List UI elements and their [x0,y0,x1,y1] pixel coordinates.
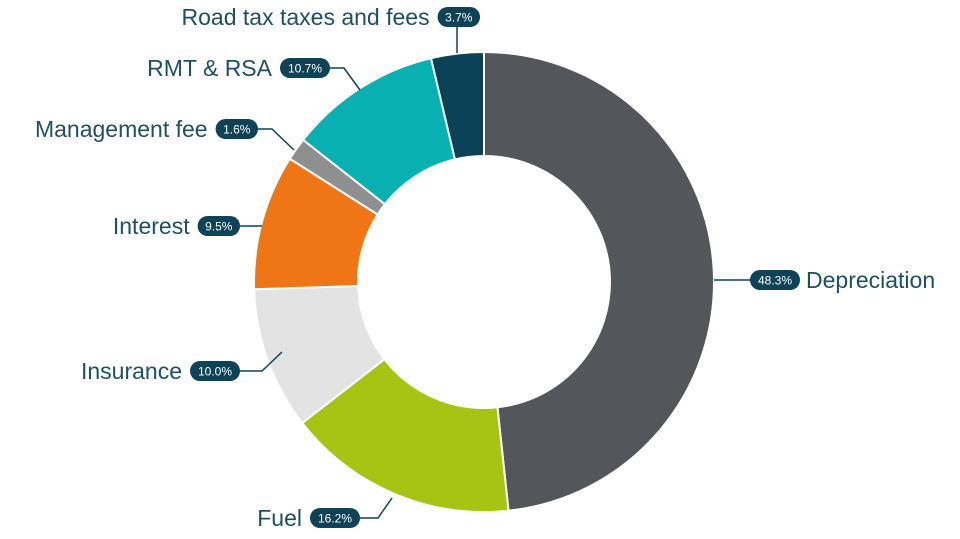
category-label: RMT & RSA [147,55,272,81]
value-badge [197,216,240,236]
value-label: 1.6% [223,123,251,137]
category-label: Fuel [257,505,302,531]
category-label: Depreciation [806,267,935,293]
leader-line [258,128,295,151]
value-label: 16.2% [318,512,352,526]
value-badge [215,119,258,139]
category-label: Interest [113,213,190,239]
value-badge [750,270,800,290]
slice-depreciation [483,50,715,512]
label-rmt-rsa: 10.7% RMT & RSA [147,55,361,91]
category-label: Road tax taxes and fees [182,4,430,30]
slice-fuel [300,357,510,513]
value-label: 48.3% [758,274,792,288]
value-badge [310,508,360,528]
label-management-fee: 1.6% Management fee [35,116,295,151]
value-badge [190,361,240,381]
category-label: Insurance [81,358,182,384]
label-fuel: 16.2% Fuel [257,497,393,531]
leader-line [330,67,361,91]
category-label: Management fee [35,116,208,142]
slice-labels: 48.3% Depreciation 16.2% Fuel 10.0% Insurance… [35,4,935,531]
label-depreciation: 48.3% Depreciation [714,267,935,293]
value-badge [280,58,330,78]
value-label: 10.7% [288,62,322,76]
slice-road-tax-taxes-and-fees [429,50,485,161]
label-road-tax-taxes-and-fees: 3.7% Road tax taxes and fees [182,4,480,53]
value-badge [437,7,480,27]
slices [253,50,715,513]
value-label: 3.7% [445,11,473,25]
leader-line [240,351,283,372]
value-label: 10.0% [198,365,232,379]
label-insurance: 10.0% Insurance [81,351,283,384]
label-interest: 9.5% Interest [113,213,262,239]
leader-line [360,497,393,519]
value-label: 9.5% [205,220,233,234]
